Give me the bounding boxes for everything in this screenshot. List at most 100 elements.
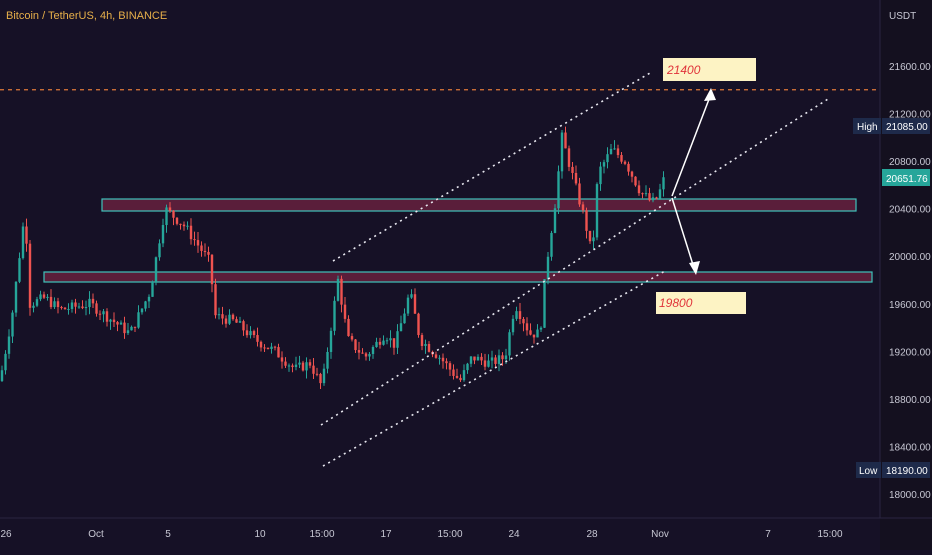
channel-middle-line xyxy=(320,98,829,426)
candle-body xyxy=(77,306,81,308)
price-axis-panel xyxy=(880,0,932,550)
candle-body xyxy=(473,356,476,361)
candle-body xyxy=(137,312,140,328)
candle-body xyxy=(238,321,242,323)
candle-body xyxy=(123,322,126,334)
candle-body xyxy=(189,225,193,240)
candle-body xyxy=(266,347,270,349)
candle-body xyxy=(203,250,207,252)
candle-body xyxy=(186,225,189,227)
candle-body xyxy=(630,171,634,177)
candle-body xyxy=(609,148,613,155)
candle-body xyxy=(350,336,354,340)
candle-body xyxy=(25,226,28,244)
time-tick-label: 17 xyxy=(380,529,392,540)
candle-body xyxy=(522,318,525,324)
candle-body xyxy=(585,210,588,231)
candle-body xyxy=(567,148,571,167)
candle-body xyxy=(434,354,438,358)
candle-body xyxy=(0,370,4,382)
candle-body xyxy=(63,307,67,310)
candle-body xyxy=(46,296,49,298)
candle-body xyxy=(508,332,511,356)
time-tick-label: 15:00 xyxy=(817,529,842,540)
candle-body xyxy=(410,294,413,298)
price-tick-label: 18400.00 xyxy=(889,442,931,453)
candle-body xyxy=(560,132,564,172)
candle-body xyxy=(95,303,98,314)
candle-body xyxy=(84,307,88,309)
candle-body xyxy=(613,148,616,150)
candle-body xyxy=(634,176,637,186)
candle-body xyxy=(273,346,277,348)
candle-body xyxy=(56,301,60,308)
candle-body xyxy=(39,294,42,300)
price-tick-label: 19200.00 xyxy=(889,347,931,358)
price-tick-label: 20400.00 xyxy=(889,205,931,216)
candle-body xyxy=(98,313,102,315)
candle-body xyxy=(326,351,329,369)
candle-body xyxy=(371,347,375,354)
candle-body xyxy=(294,364,298,368)
candle-body xyxy=(4,353,7,371)
low-tag-bg xyxy=(856,462,881,478)
candle-body xyxy=(606,154,609,163)
candle-body xyxy=(182,224,186,227)
target-up-label-bg xyxy=(663,58,756,81)
high-tag-label: High xyxy=(857,122,878,133)
candle-body xyxy=(364,353,368,357)
candle-body xyxy=(396,331,399,348)
candle-body xyxy=(256,335,259,342)
candle-body xyxy=(452,369,455,376)
time-tick-label: 7 xyxy=(765,529,771,540)
time-tick-label: 24 xyxy=(508,529,520,540)
candle-body xyxy=(126,330,130,334)
candle-body xyxy=(459,377,462,381)
candle-body xyxy=(658,189,662,199)
candle-body xyxy=(445,361,448,364)
time-tick-label: Nov xyxy=(651,529,669,540)
candle-body xyxy=(49,296,53,308)
target-up-label: 21400 xyxy=(666,63,701,77)
candle-body xyxy=(578,183,581,205)
candle-body xyxy=(466,363,469,371)
candle-body xyxy=(112,319,116,323)
candle-body xyxy=(133,326,137,328)
candle-body xyxy=(399,323,403,332)
time-tick-label: 15:00 xyxy=(309,529,334,540)
candle-body xyxy=(483,360,487,367)
candle-body xyxy=(441,357,445,362)
candle-body xyxy=(158,243,161,258)
candle-body xyxy=(529,330,532,335)
candle-body xyxy=(291,365,294,368)
candle-body xyxy=(462,370,466,381)
candle-body xyxy=(357,350,361,353)
candle-body xyxy=(28,243,32,308)
target-down-label-bg xyxy=(656,292,746,314)
candle-body xyxy=(511,318,515,333)
candle-body xyxy=(336,278,340,301)
candle-body xyxy=(210,254,214,285)
candle-body xyxy=(109,319,112,322)
candle-body xyxy=(315,373,319,375)
time-tick-label: 10 xyxy=(254,529,266,540)
candle-body xyxy=(140,308,144,313)
high-value-bg xyxy=(882,118,930,134)
candle-body xyxy=(637,185,641,194)
bullish-arrow-head xyxy=(704,88,716,101)
candle-body xyxy=(35,299,39,306)
candle-body xyxy=(602,162,606,167)
candle-body xyxy=(655,197,658,199)
candle-body xyxy=(200,245,203,251)
lower-support-zone xyxy=(43,271,873,283)
candle-body xyxy=(193,239,196,241)
candle-body xyxy=(277,347,280,358)
current-price-label: 20651.76 xyxy=(886,174,928,185)
candle-body xyxy=(504,355,508,360)
candle-body xyxy=(14,281,18,313)
candle-body xyxy=(270,346,273,349)
candle-body xyxy=(116,322,119,325)
candle-body xyxy=(420,335,424,346)
